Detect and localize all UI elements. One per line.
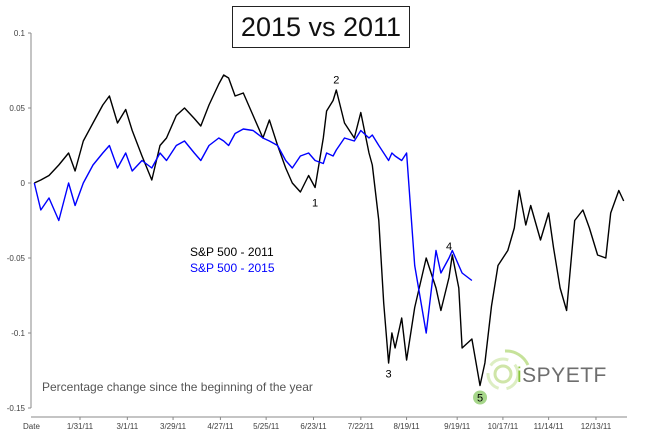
footnote: Percentage change since the beginning of… bbox=[42, 380, 313, 394]
y-tick-label: -0.1 bbox=[11, 329, 25, 338]
brand-prefix: i bbox=[517, 364, 523, 387]
annotation-label: 4 bbox=[446, 241, 452, 253]
brand-logo: iSPYETF bbox=[517, 364, 607, 388]
series-line-2011 bbox=[34, 74, 625, 387]
annotation-label: 1 bbox=[312, 198, 318, 210]
x-tick-label: 6/23/11 bbox=[300, 422, 327, 431]
annotations: 1 2 3 4 5 bbox=[312, 75, 488, 405]
legend-entry-2015: S&P 500 - 2015 bbox=[190, 261, 275, 275]
x-tick-label: 5/25/11 bbox=[253, 422, 280, 431]
x-axis-label: Date bbox=[23, 422, 40, 431]
x-axis: Date 1/31/11 3/1/11 3/29/11 4/27/11 5/25/11 6/… bbox=[23, 416, 627, 431]
y-tick-label: 0.1 bbox=[14, 29, 26, 38]
x-tick-label: 9/19/11 bbox=[444, 422, 471, 431]
x-tick-label: 1/31/11 bbox=[67, 422, 94, 431]
x-tick-label: 12/13/11 bbox=[581, 422, 612, 431]
y-tick-label: 0 bbox=[21, 179, 26, 188]
y-tick-label: -0.15 bbox=[7, 404, 26, 413]
brand-name: SPYETF bbox=[522, 364, 607, 387]
chart-title: 2015 vs 2011 bbox=[232, 6, 410, 48]
annotation-label: 2 bbox=[333, 75, 339, 87]
x-tick-label: 8/19/11 bbox=[394, 422, 421, 431]
series-lines bbox=[33, 74, 625, 387]
x-tick-label: 3/1/11 bbox=[117, 422, 139, 431]
legend-entry-2011: S&P 500 - 2011 bbox=[190, 245, 274, 259]
annotation-label: 3 bbox=[386, 369, 392, 381]
annotation-5-marker bbox=[473, 390, 488, 405]
annotation-label: 5 bbox=[477, 393, 483, 405]
x-tick-label: 7/22/11 bbox=[348, 422, 375, 431]
y-tick-label: -0.05 bbox=[7, 254, 26, 263]
x-tick-label: 3/29/11 bbox=[160, 422, 187, 431]
y-axis: 0.1 0.05 0 -0.05 -0.1 -0.15 bbox=[7, 29, 32, 413]
brand-logo-icon bbox=[486, 349, 530, 391]
x-tick-label: 10/17/11 bbox=[488, 422, 519, 431]
x-tick-label: 11/14/11 bbox=[534, 422, 565, 431]
x-tick-label: 4/27/11 bbox=[207, 422, 234, 431]
y-tick-label: 0.05 bbox=[9, 104, 25, 113]
series-line-2015 bbox=[33, 128, 473, 334]
